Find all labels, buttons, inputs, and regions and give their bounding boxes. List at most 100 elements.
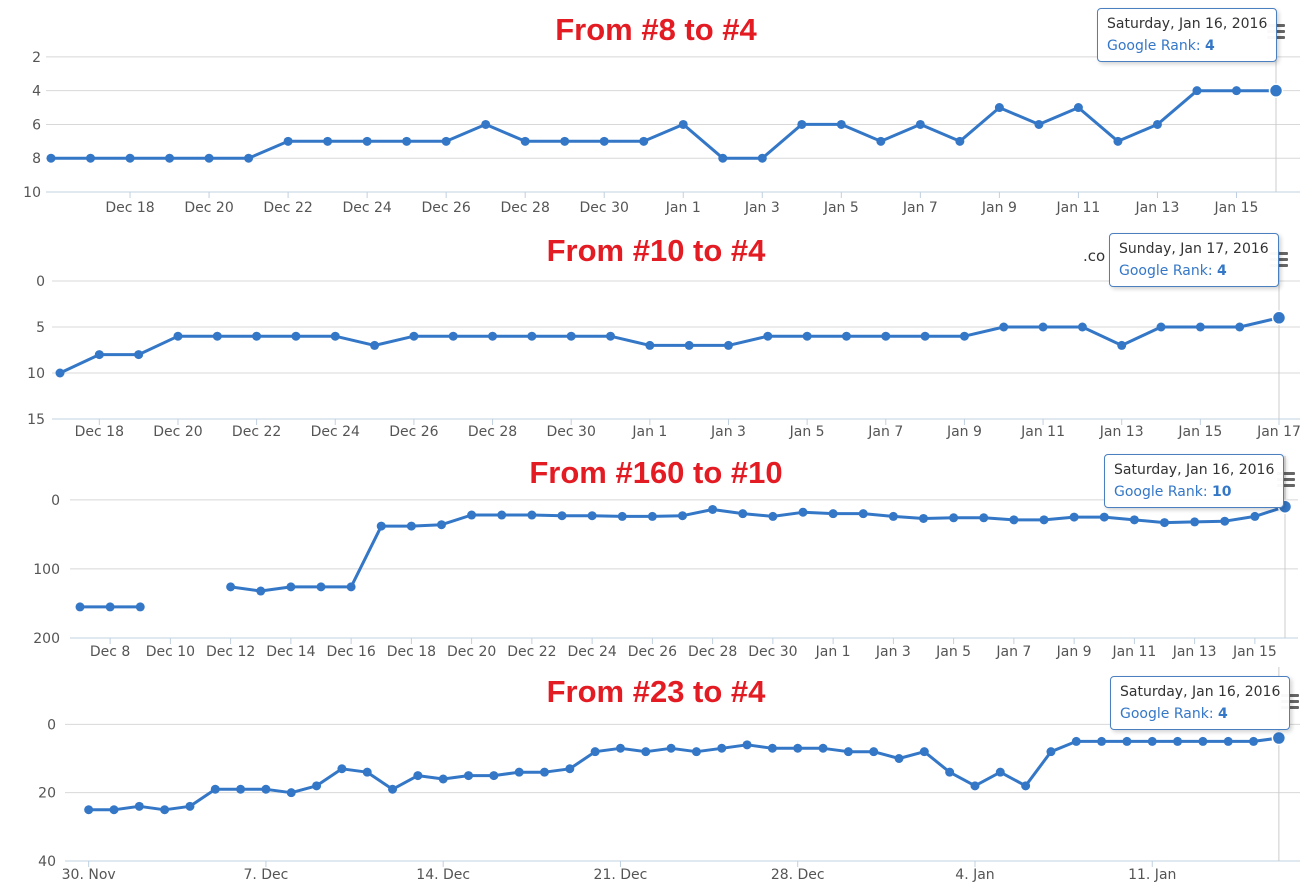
y-tick-label: 10 <box>23 185 41 201</box>
x-tick-label: 28. Dec <box>771 867 825 883</box>
series-line <box>88 736 1280 812</box>
x-tick-label: Dec 26 <box>421 200 470 216</box>
data-point <box>894 754 904 763</box>
x-tick-label: Jan 15 <box>1232 644 1277 660</box>
data-point <box>798 507 808 517</box>
tooltip-date: Saturday, Jan 16, 2016 <box>1107 16 1268 32</box>
x-tick-label: Dec 26 <box>389 424 438 440</box>
data-point <box>514 767 524 777</box>
data-point <box>1113 136 1123 146</box>
x-tick-label: Jan 5 <box>789 424 825 440</box>
x-tick-label: Dec 22 <box>263 200 312 216</box>
data-point <box>330 331 340 341</box>
y-tick-label: 5 <box>36 320 45 336</box>
data-point <box>370 340 380 350</box>
data-point <box>1192 86 1202 96</box>
tooltip-label: Google Rank <box>1119 263 1208 279</box>
data-point <box>1235 322 1245 332</box>
x-tick-label: Dec 12 <box>206 644 255 660</box>
data-point <box>448 331 458 341</box>
highlighted-point <box>1271 310 1287 326</box>
data-point <box>802 331 812 341</box>
data-point <box>645 340 655 350</box>
data-point <box>376 521 386 531</box>
tooltip: Saturday, Jan 16, 2016 Google Rank: 4 <box>1097 8 1278 62</box>
x-tick-label: Dec 28 <box>688 644 737 660</box>
chart-plot[interactable]: 0 5 10 15 Dec 18 Dec 20 Dec 22 Dec 24 Dec 26 Dec … <box>0 225 1312 447</box>
data-point <box>869 747 879 757</box>
data-point <box>362 767 372 777</box>
y-tick-label: 4 <box>32 84 41 100</box>
tooltip-label: Google Rank <box>1114 484 1203 500</box>
data-point <box>1250 511 1260 521</box>
x-tick-label: Dec 20 <box>153 424 202 440</box>
data-point <box>995 767 1005 777</box>
data-point <box>236 784 246 794</box>
x-tick-label: Dec 30 <box>580 200 629 216</box>
data-point <box>244 153 254 163</box>
x-tick-label: Jan 13 <box>1099 424 1144 440</box>
data-point <box>919 513 928 523</box>
data-point <box>488 331 498 341</box>
y-tick-label: 0 <box>47 717 56 733</box>
data-point <box>204 153 214 163</box>
data-point <box>527 331 537 341</box>
data-point <box>599 136 609 146</box>
data-point <box>1249 736 1259 746</box>
data-point <box>639 136 649 146</box>
data-point <box>723 340 733 350</box>
x-tick-label: Jan 5 <box>823 200 859 216</box>
series-line <box>51 89 1276 160</box>
series-line <box>230 505 1286 593</box>
data-point <box>256 586 266 596</box>
x-tick-label: Dec 20 <box>184 200 233 216</box>
data-point <box>1071 736 1081 746</box>
data-point <box>793 743 803 753</box>
y-tick-label: 0 <box>51 493 60 509</box>
data-point <box>1097 736 1107 746</box>
x-tick-label: Dec 30 <box>748 644 797 660</box>
data-point <box>46 153 56 163</box>
chart-plot[interactable]: 0 20 40 30. Nov 7. Dec 14. Dec 21. Dec 28. Dec 4… <box>0 667 1312 896</box>
data-point <box>337 764 347 774</box>
tooltip: Sunday, Jan 17, 2016 Google Rank: 4 <box>1109 233 1279 287</box>
data-point <box>261 784 271 794</box>
data-point <box>828 509 838 519</box>
data-point <box>346 582 356 592</box>
x-tick-label: Dec 26 <box>628 644 677 660</box>
x-tick-label: Jan 11 <box>1020 424 1065 440</box>
y-tick-label: 100 <box>33 562 60 578</box>
highlighted-point <box>1268 83 1284 98</box>
data-point <box>210 784 220 794</box>
data-point <box>560 136 570 146</box>
x-tick-label: 21. Dec <box>594 867 648 883</box>
y-tick-label: 15 <box>27 412 45 428</box>
data-point <box>557 511 567 521</box>
x-tick-label: Jan 13 <box>1135 200 1180 216</box>
data-point <box>291 331 301 341</box>
highlighted-point <box>1271 730 1287 746</box>
data-point <box>615 743 625 753</box>
data-point <box>109 805 119 815</box>
data-point <box>647 511 657 521</box>
data-point <box>1077 322 1087 332</box>
data-point <box>497 510 507 520</box>
data-point <box>858 509 868 519</box>
chart-plot[interactable]: 0 100 200 Dec 8 Dec 10 Dec 12 Dec 14 Dec 16 Dec … <box>0 450 1312 665</box>
x-tick-label: Jan 1 <box>665 200 701 216</box>
data-point <box>767 743 777 753</box>
data-point <box>1156 322 1166 332</box>
x-tick-label: Jan 17 <box>1256 424 1301 440</box>
data-point <box>1117 340 1127 350</box>
x-tick-label: Dec 16 <box>326 644 375 660</box>
y-tick-label: 40 <box>38 854 56 870</box>
x-tick-label: Jan 11 <box>1111 644 1156 660</box>
data-point <box>587 511 597 521</box>
chart-plot[interactable]: 2 4 6 8 10 Dec 18 Dec 20 Dec 22 Dec 24 Dec 26 Dec … <box>0 0 1312 216</box>
menu-icon[interactable] <box>1277 472 1295 488</box>
x-tick-label: Dec 24 <box>342 200 391 216</box>
x-tick-label: Jan 15 <box>1214 200 1259 216</box>
menu-icon[interactable] <box>1270 252 1288 268</box>
x-tick-label: Jan 7 <box>902 200 938 216</box>
x-tick-label: Dec 28 <box>501 200 550 216</box>
